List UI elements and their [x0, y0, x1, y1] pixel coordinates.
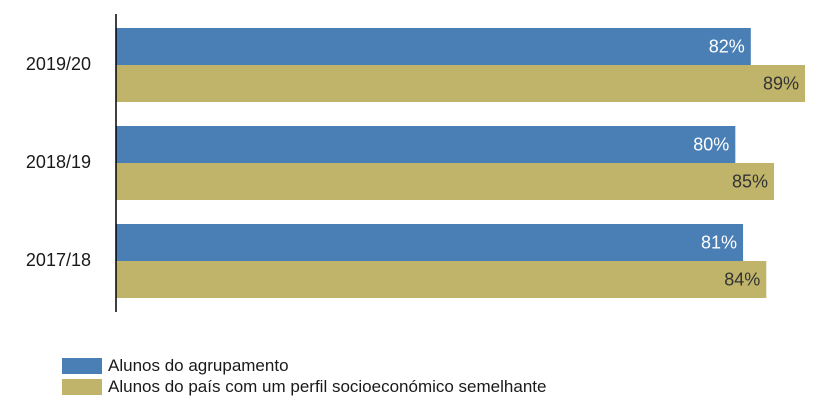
legend-swatch-pais [62, 378, 102, 395]
legend-label-agrupamento: Alunos do agrupamento [108, 356, 289, 375]
data-label-pais-2017-18: 84% [724, 269, 760, 289]
bar-agrupamento-2017-18 [116, 224, 744, 261]
data-label-pais-2019-20: 89% [763, 73, 799, 93]
category-label-2019-20: 2019/20 [26, 54, 91, 74]
category-label-2017-18: 2017/18 [26, 250, 91, 270]
data-label-pais-2018-19: 85% [732, 171, 768, 191]
data-label-agrupamento-2018-19: 80% [693, 134, 729, 154]
category-label-2018-19: 2018/19 [26, 152, 91, 172]
data-label-agrupamento-2019-20: 82% [709, 36, 745, 56]
legend-item-agrupamento: Alunos do agrupamento [62, 355, 546, 376]
legend-item-pais: Alunos do país com um perfil socioeconóm… [62, 376, 546, 397]
bar-pais-2018-19 [116, 163, 775, 200]
bar-pais-2017-18 [116, 261, 767, 298]
bar-agrupamento-2018-19 [116, 126, 736, 163]
bar-pais-2019-20 [116, 65, 805, 102]
legend: Alunos do agrupamento Alunos do país com… [62, 355, 546, 397]
bar-agrupamento-2019-20 [116, 28, 751, 65]
legend-swatch-agrupamento [62, 357, 102, 374]
bar-chart: 2019/20 82% 89% 2018/19 80%85% 2017/18 81% 84% [26, 14, 805, 312]
legend-label-pais: Alunos do país com um perfil socioeconóm… [108, 377, 547, 396]
data-label-agrupamento-2017-18: 81% [701, 232, 737, 252]
